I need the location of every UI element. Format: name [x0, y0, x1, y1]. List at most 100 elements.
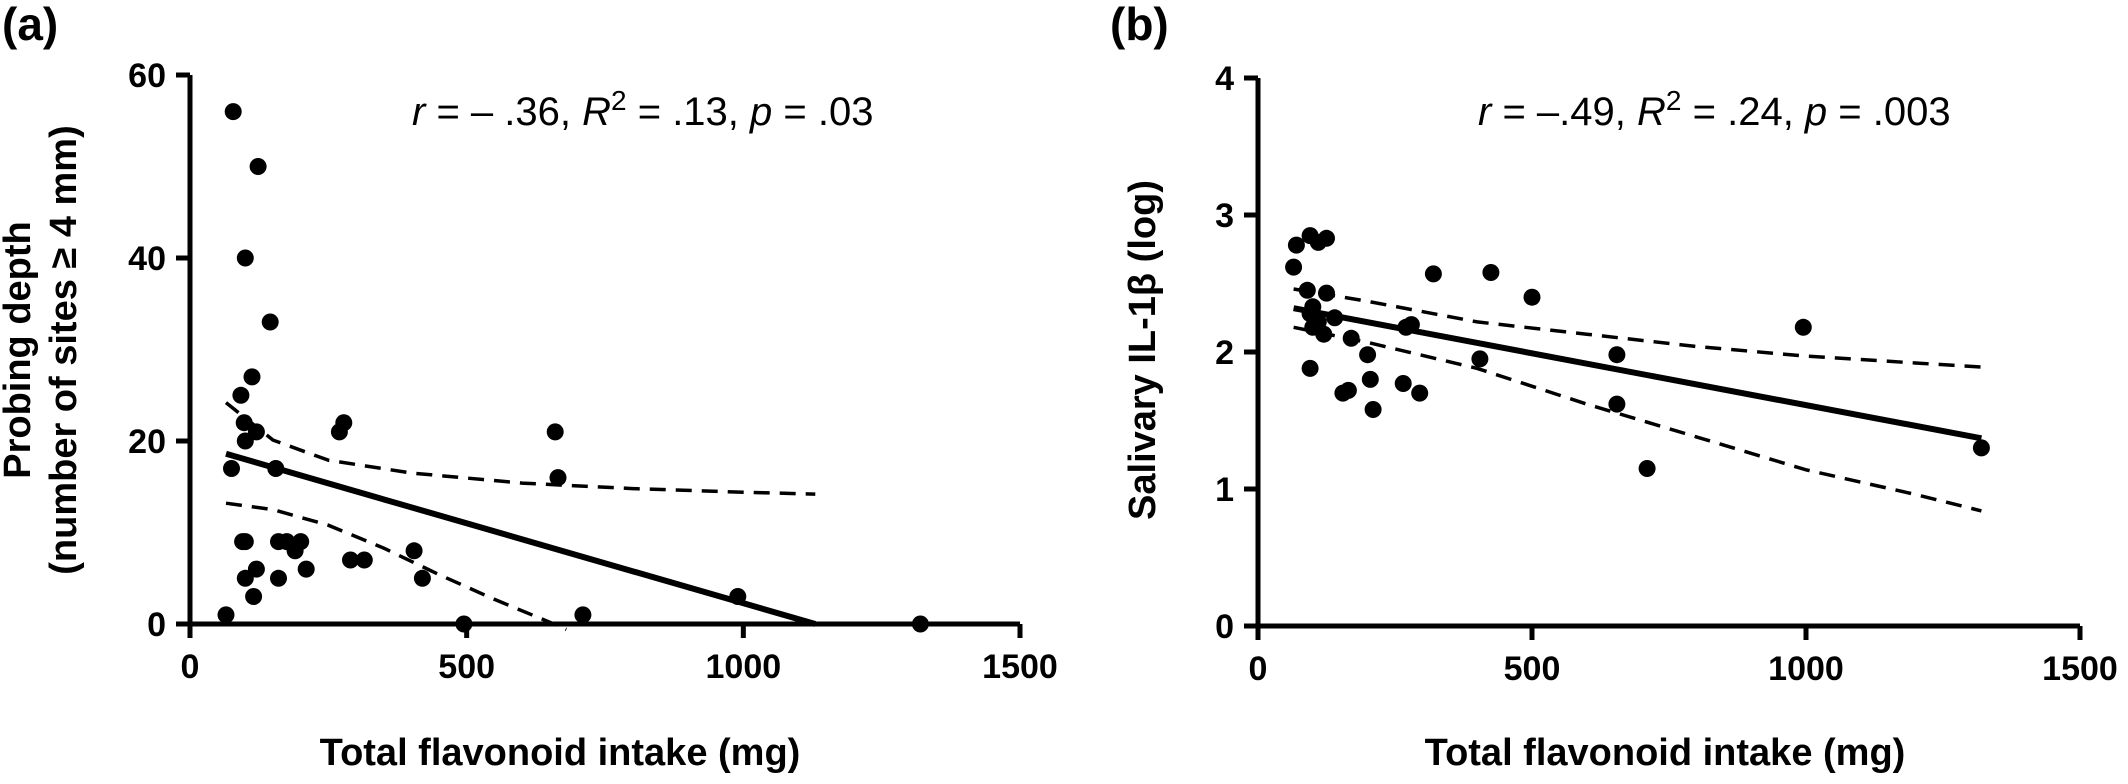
panel-b-data-point: [1411, 384, 1429, 402]
panel-b-points: [1285, 227, 1990, 477]
panel-b-data-point: [1342, 329, 1360, 347]
panel-b-ylabel-group: Salivary IL-1β (log): [1122, 180, 1164, 520]
panel-a-p-value: .03: [818, 90, 874, 134]
panel-a-data-point: [405, 542, 423, 560]
panel-b-data-point: [1359, 346, 1377, 364]
panel-a-data-point: [224, 103, 242, 121]
panel-a-data-point: [236, 249, 254, 267]
panel-b-xlabel: Total flavonoid intake (mg): [1425, 732, 1906, 774]
panel-a-data-point: [247, 560, 265, 578]
panel-b-p-value: .003: [1873, 90, 1951, 134]
panel-a-data-point: [574, 606, 592, 624]
panel-b-chart: (b) r = –.49, R2 = .24, p = .003 Salivar…: [1110, 0, 2118, 774]
panel-a-data-point: [223, 460, 240, 477]
panel-b-fit-line: [1293, 305, 1982, 442]
panel-a-label: (a): [2, 0, 58, 50]
panel-b-x-tick-label: 0: [1249, 650, 1268, 688]
panel-b-data-point: [1638, 460, 1656, 477]
panel-a-points: [217, 103, 929, 633]
panel-a-ticks: 0 500 1000 1500 0 20 40 60: [128, 57, 1058, 686]
panel-b-data-point: [1471, 350, 1489, 368]
panel-b-data-point: [1523, 288, 1541, 306]
panel-b-data-point: [1608, 346, 1626, 364]
panel-a-chart: (a) r = – .36, R2 = .13, p = .03 Probing…: [0, 0, 1058, 774]
panel-a-x-tick-label: 500: [438, 648, 495, 686]
panel-a-data-point: [270, 569, 287, 587]
panel-b-data-point: [1318, 284, 1335, 302]
panel-b-x-tick-label: 1000: [1768, 650, 1844, 688]
panel-b-data-point: [1364, 401, 1382, 418]
panel-b-stats: r = –.49, R2 = .24, p = .003: [1478, 85, 1951, 135]
panel-a-y-tick-label: 0: [147, 606, 166, 644]
panel-b-data-point: [1394, 375, 1412, 392]
panel-b-data-point: [1318, 229, 1335, 247]
panel-a-data-point: [236, 533, 254, 551]
panel-a-x-tick-label: 0: [181, 648, 200, 686]
panel-b-data-point: [1608, 395, 1626, 413]
panel-a-data-point: [235, 414, 253, 432]
panel-b-data-point: [1298, 281, 1316, 299]
panel-a-data-point: [243, 368, 261, 386]
panel-a-data-point: [267, 460, 285, 477]
panel-a-data-point: [549, 469, 567, 487]
panel-a-data-point: [729, 588, 747, 605]
panel-a-data-point: [342, 551, 359, 569]
panel-a-data-point: [355, 551, 373, 569]
panel-a-data-point: [217, 606, 235, 624]
panel-a-data-point: [335, 414, 353, 432]
panel-b-r-value: –.49: [1537, 90, 1615, 134]
panel-a-ylabel-group: Probing depth (number of sites ≥ 4 mm): [0, 125, 85, 575]
panel-b-y-tick-label: 4: [1215, 60, 1234, 98]
panel-b-data-point: [1972, 439, 1990, 457]
panel-b-ticks: 0 500 1000 1500 0 1 2 3 4: [1215, 60, 2118, 688]
panel-a-data-point: [247, 423, 265, 441]
panel-a-ci-lower: [225, 501, 568, 632]
panel-a-ylabel-line1: Probing depth: [0, 221, 39, 479]
panel-b-data-point: [1285, 258, 1303, 276]
panel-a-data-point: [297, 560, 315, 578]
panel-b-data-point: [1794, 318, 1812, 336]
panel-b-data-point: [1424, 265, 1442, 283]
panel-b-data-point: [1482, 264, 1500, 281]
panel-a-data-point: [413, 569, 431, 587]
panel-a-data-point: [249, 158, 267, 175]
panel-a-data-point: [286, 542, 304, 560]
panel-a-data-point: [245, 588, 263, 605]
panel-a-data-point: [546, 423, 564, 441]
panel-b-ci-upper: [1293, 287, 1982, 369]
panel-b-axes: [1255, 78, 2080, 629]
panel-a-fit-line: [225, 450, 817, 627]
panel-a-data-point: [455, 615, 473, 633]
panel-b-data-point: [1402, 316, 1420, 334]
panel-b-y-tick-label: 0: [1215, 608, 1234, 646]
panel-a-data-point: [911, 615, 929, 633]
panel-b-r2-value: .24: [1727, 90, 1783, 134]
panel-a-r-value: – .36: [471, 90, 560, 134]
panel-b-ci-lower: [1293, 325, 1982, 513]
panel-b-data-point: [1301, 359, 1319, 377]
panel-a-stats: r = – .36, R2 = .13, p = .03: [412, 85, 873, 135]
panel-b-data-point: [1326, 309, 1344, 327]
panel-a-y-tick-label: 40: [128, 240, 166, 278]
panel-b-data-point: [1287, 236, 1305, 254]
panel-a-axes: [187, 75, 1020, 627]
panel-b-data-point: [1361, 370, 1379, 388]
panel-b-label: (b): [1110, 0, 1169, 50]
panel-a-x-tick-label: 1500: [982, 648, 1058, 686]
panel-b-curves: [1293, 287, 1982, 513]
panel-b-y-tick-label: 2: [1215, 334, 1234, 372]
panel-b-data-point: [1339, 381, 1357, 399]
panel-a-data-point: [232, 386, 250, 404]
panel-a-curves: [224, 401, 817, 632]
panel-b-x-tick-label: 500: [1504, 650, 1561, 688]
panel-b-data-point: [1315, 325, 1333, 343]
panel-a-data-point: [261, 313, 279, 331]
panel-a-y-tick-label: 60: [128, 57, 166, 95]
panel-a-xlabel: Total flavonoid intake (mg): [320, 732, 801, 774]
panel-a-r2-value: .13: [672, 90, 728, 134]
panel-b-y-tick-label: 3: [1215, 197, 1234, 235]
panel-a-y-tick-label: 20: [128, 423, 166, 461]
panel-a-x-tick-label: 1000: [706, 648, 782, 686]
panel-b-ylabel: Salivary IL-1β (log): [1122, 180, 1164, 520]
